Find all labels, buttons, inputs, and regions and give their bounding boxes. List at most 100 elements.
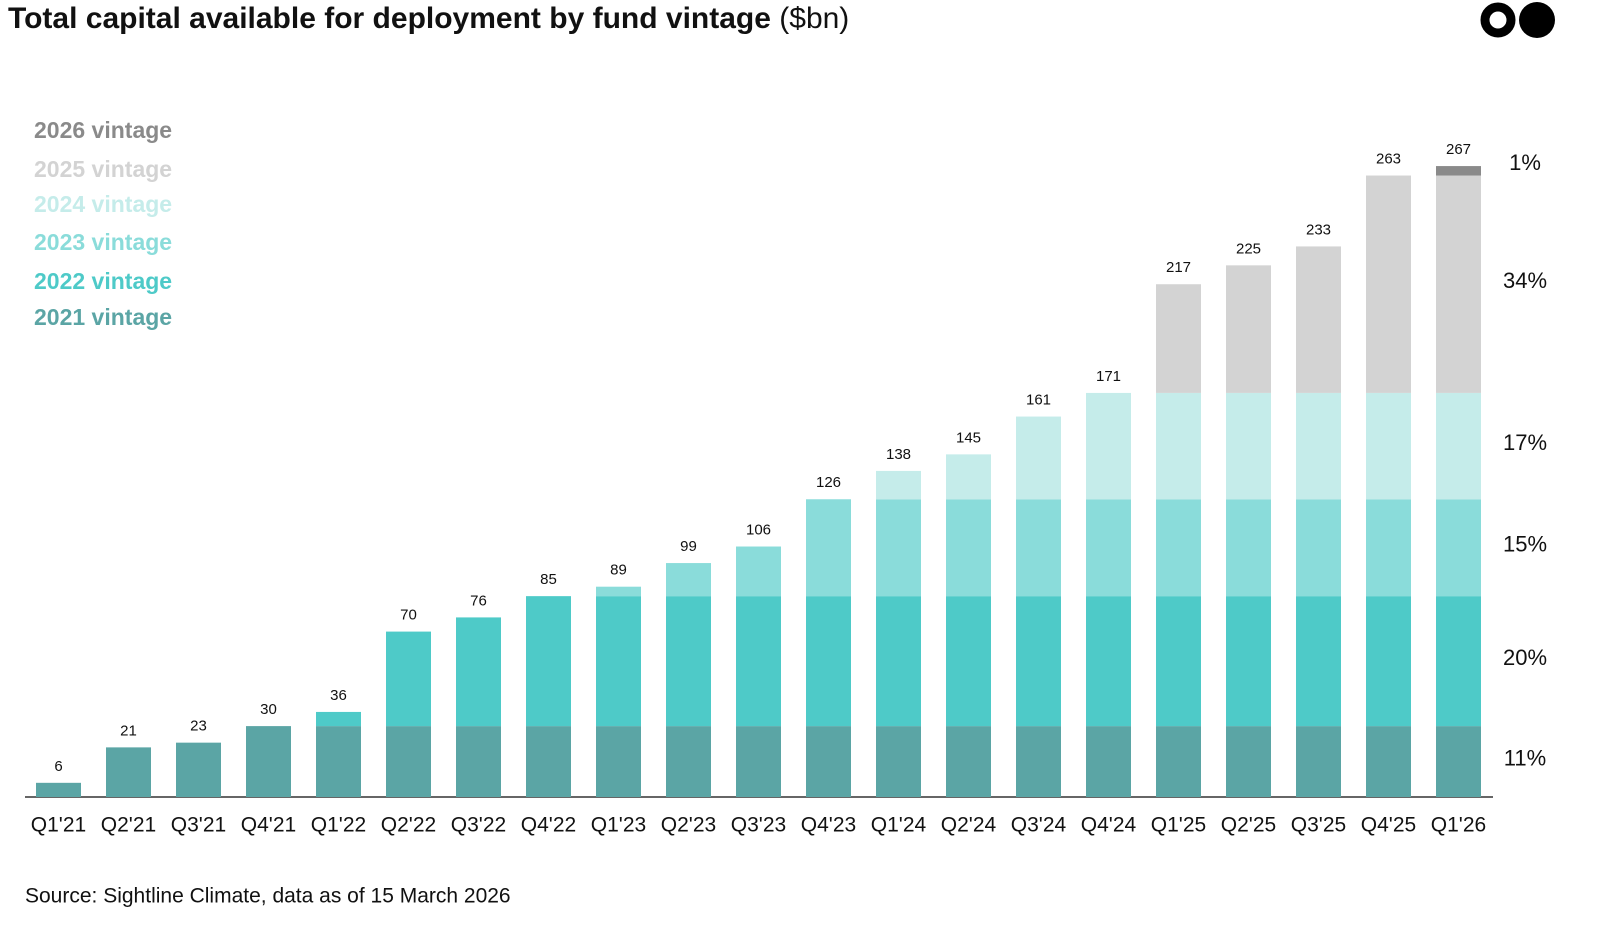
share-label: 20% — [1503, 645, 1547, 670]
x-tick-label: Q3'24 — [1011, 814, 1067, 837]
share-label: 11% — [1504, 745, 1546, 770]
bar-segment — [1156, 596, 1201, 727]
share-label: 15% — [1503, 532, 1547, 557]
bar-segment — [1086, 726, 1131, 797]
title-text: Total capital available for deployment b… — [8, 2, 771, 35]
x-tick-label: Q2'25 — [1221, 814, 1276, 837]
bar-segment — [1156, 726, 1201, 797]
x-tick-label: Q3'23 — [731, 814, 786, 837]
bar-segment — [1016, 596, 1061, 727]
x-tick-label: Q2'22 — [381, 814, 436, 837]
title-unit: ($bn) — [779, 2, 849, 35]
bar-segment — [386, 726, 431, 797]
bar-segment — [1156, 284, 1201, 393]
legend-entry: 2026 vintage — [34, 117, 172, 143]
bar-segment — [806, 596, 851, 727]
bar-segment — [1226, 596, 1271, 727]
bar-segment — [1226, 499, 1271, 597]
total-label: 145 — [956, 429, 981, 446]
bar-segment — [1226, 265, 1271, 393]
bar-segment — [596, 596, 641, 727]
bar-segment — [1366, 726, 1411, 797]
bar-segment — [1436, 726, 1481, 797]
total-label: 217 — [1166, 259, 1191, 276]
bar-segment — [1436, 166, 1481, 176]
x-tick-label: Q4'25 — [1361, 814, 1416, 837]
total-label: 126 — [816, 474, 841, 491]
total-label: 263 — [1376, 150, 1401, 167]
x-tick-label: Q1'26 — [1431, 814, 1486, 837]
total-label: 76 — [470, 592, 487, 609]
bar-segment — [526, 726, 571, 797]
total-label: 36 — [330, 687, 347, 704]
total-label: 6 — [54, 758, 62, 775]
logo — [1480, 2, 1516, 38]
bar-segment — [1226, 726, 1271, 797]
legend-entry: 2023 vintage — [34, 229, 172, 255]
bar-segment — [1366, 175, 1411, 393]
x-tick-label: Q1'24 — [871, 814, 927, 837]
bar-segment — [1366, 392, 1411, 500]
bar-segment — [806, 499, 851, 597]
bar-segment — [946, 596, 991, 727]
x-tick-label: Q1'25 — [1151, 814, 1206, 837]
total-label: 89 — [610, 562, 627, 579]
total-label: 171 — [1096, 368, 1121, 385]
bar-segment — [806, 726, 851, 797]
total-label: 138 — [886, 446, 911, 463]
bar-segment — [876, 726, 921, 797]
bar-segment — [1436, 499, 1481, 597]
share-label: 34% — [1503, 268, 1547, 293]
x-tick-label: Q4'24 — [1081, 814, 1137, 837]
bar-segment — [1156, 392, 1201, 500]
chart-title: Total capital available for deployment b… — [8, 2, 849, 35]
bar-segment — [1086, 392, 1131, 500]
logo — [1519, 2, 1555, 38]
bar-segment — [946, 454, 991, 500]
legend-entry: 2022 vintage — [34, 268, 172, 294]
source: Source: Sightline Climate, data as of 15… — [25, 885, 511, 908]
total-label: 70 — [400, 607, 417, 624]
x-tick-label: Q4'22 — [521, 814, 576, 837]
bar-segment — [1366, 499, 1411, 597]
x-tick-label: Q4'23 — [801, 814, 856, 837]
x-tick-label: Q1'22 — [311, 814, 366, 837]
bar-segment — [946, 726, 991, 797]
total-label: 30 — [260, 701, 277, 718]
x-tick-label: Q3'22 — [451, 814, 506, 837]
bar-segment — [1016, 499, 1061, 597]
total-label: 225 — [1236, 240, 1261, 257]
bar-segment — [736, 546, 781, 597]
bar-segment — [1016, 726, 1061, 797]
x-tick-label: Q2'21 — [101, 814, 156, 837]
x-tick-label: Q3'21 — [171, 814, 226, 837]
total-label: 23 — [190, 718, 207, 735]
bar-segment — [1086, 596, 1131, 727]
bar-segment — [666, 726, 711, 797]
bar-segment — [1226, 392, 1271, 500]
total-label: 106 — [746, 521, 771, 538]
bar-segment — [246, 726, 291, 797]
total-label: 233 — [1306, 221, 1331, 238]
bar-segment — [596, 726, 641, 797]
bar-segment — [736, 596, 781, 727]
bar-segment — [106, 747, 151, 797]
x-tick-label: Q4'21 — [241, 814, 296, 837]
bar-segment — [876, 499, 921, 597]
share-label: 17% — [1503, 430, 1547, 455]
bar-segment — [1296, 596, 1341, 727]
bar-segment — [316, 726, 361, 797]
bar-segment — [1366, 596, 1411, 727]
bar-segment — [1016, 416, 1061, 500]
total-label: 161 — [1026, 392, 1051, 409]
bar-segment — [876, 596, 921, 727]
bar-segment — [456, 617, 501, 727]
bar-segment — [1436, 392, 1481, 500]
bar-segment — [1296, 392, 1341, 500]
legend-entry: 2021 vintage — [34, 304, 172, 330]
bar-segment — [666, 563, 711, 597]
bar-segment — [666, 596, 711, 727]
bar-segment — [1296, 726, 1341, 797]
legend-entry: 2025 vintage — [34, 156, 172, 182]
